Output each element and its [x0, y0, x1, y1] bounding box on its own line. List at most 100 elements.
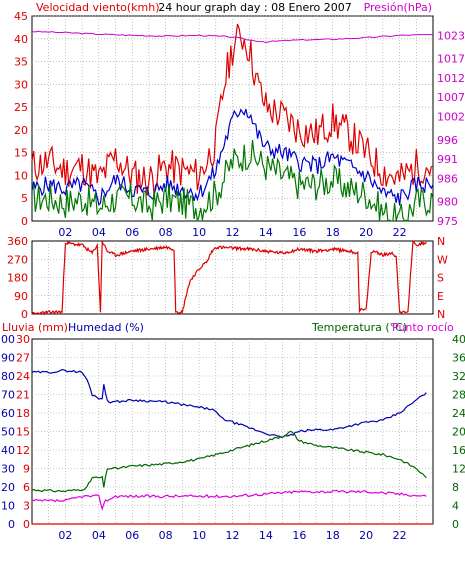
humidity-axis-tick: 10	[1, 500, 15, 513]
compass-axis-tick: W	[437, 253, 448, 266]
x-tick-label: 06	[125, 529, 139, 542]
humidity-axis-tick: 90	[1, 352, 15, 365]
pressure-line	[31, 30, 433, 44]
humidity-line	[31, 369, 427, 439]
dewpoint-line	[31, 489, 427, 511]
x-tick-label: 18	[326, 226, 340, 239]
x-tick-label: 22	[393, 529, 407, 542]
graph-title: 24 hour graph day : 08 Enero 2007	[158, 1, 352, 14]
x-tick-label: 22	[393, 226, 407, 239]
humidity-axis-tick: 50	[1, 426, 15, 439]
temperature-axis-tick: 28	[452, 389, 465, 402]
compass-axis-tick: N	[437, 308, 445, 321]
direction-axis-tick: 180	[7, 272, 28, 285]
pressure-axis-tick: 991	[437, 153, 458, 166]
pressure-axis-tick: 1002	[437, 111, 465, 124]
rain-axis-tick: 3	[23, 500, 30, 513]
dewpoint-label: Punto rocío	[392, 321, 454, 334]
wind-average-line	[31, 108, 434, 206]
rain-axis-tick: 15	[16, 426, 30, 439]
x-tick-label: 14	[259, 529, 273, 542]
wind-axis-tick: 35	[14, 56, 28, 69]
pressure-axis-tick: 1023	[437, 29, 465, 42]
wind-axis-tick: 45	[14, 10, 28, 23]
humidity-axis-tick: 70	[1, 389, 15, 402]
pressure-axis-tick: 1007	[437, 91, 465, 104]
rain-axis-tick: 27	[16, 352, 30, 365]
rain-axis-tick: 0	[23, 518, 30, 531]
series-layer	[31, 23, 434, 525]
direction-axis-tick: 360	[7, 235, 28, 248]
temperature-axis-tick: 24	[452, 407, 465, 420]
tick-label-layer: 0202040406060808101012121414161618182020…	[0, 10, 465, 542]
humidity-axis-tick: 40	[1, 444, 15, 457]
temperature-line	[31, 430, 427, 493]
x-tick-label: 16	[292, 226, 306, 239]
x-tick-label: 20	[359, 529, 373, 542]
rain-axis-tick: 30	[16, 333, 30, 346]
wind-axis-tick: 30	[14, 78, 28, 91]
x-tick-label: 12	[226, 226, 240, 239]
humidity-axis-tick: 20	[1, 481, 15, 494]
x-tick-label: 04	[92, 529, 106, 542]
temperature-axis-tick: 20	[452, 426, 465, 439]
x-tick-label: 06	[125, 226, 139, 239]
x-tick-label: 02	[58, 226, 72, 239]
x-tick-label: 16	[292, 529, 306, 542]
temperature-axis-tick: 8	[452, 481, 459, 494]
wind-axis-tick: 0	[21, 215, 28, 228]
pressure-axis-tick: 980	[437, 196, 458, 209]
compass-axis-tick: E	[437, 290, 444, 303]
temperature-axis-tick: 0	[452, 518, 459, 531]
rain-axis-tick: 9	[23, 463, 30, 476]
rain-axis-tick: 12	[16, 444, 30, 457]
wind-low-line	[31, 140, 434, 222]
rain-axis-tick: 24	[16, 370, 30, 383]
x-tick-label: 14	[259, 226, 273, 239]
x-tick-label: 08	[159, 529, 173, 542]
humidity-axis-tick: 80	[1, 370, 15, 383]
temperature-axis-tick: 40	[452, 333, 465, 346]
humidity-axis-tick: 60	[1, 407, 15, 420]
rain-label: Lluvia (mm)	[2, 321, 68, 334]
direction-axis-tick: 0	[21, 308, 28, 321]
x-tick-label: 12	[226, 529, 240, 542]
wind-speed-header: Velocidad viento(kmh)	[36, 1, 160, 14]
direction-axis-tick: 270	[7, 253, 28, 266]
x-tick-label: 04	[92, 226, 106, 239]
direction-axis-tick: 90	[14, 290, 28, 303]
humidity-axis-tick: 100	[0, 333, 15, 346]
wind-axis-tick: 25	[14, 101, 28, 114]
rain-axis-tick: 18	[16, 407, 30, 420]
x-tick-label: 10	[192, 529, 206, 542]
humidity-label: Humedad (%)	[68, 321, 144, 334]
pressure-axis-tick: 1012	[437, 72, 465, 85]
humidity-axis-tick: 0	[8, 518, 15, 531]
temperature-axis-tick: 16	[452, 444, 465, 457]
temperature-axis-tick: 32	[452, 370, 465, 383]
pressure-axis-tick: 986	[437, 172, 458, 185]
wind-axis-tick: 10	[14, 169, 28, 182]
wind-direction-line	[31, 240, 427, 316]
temperature-label: Temperatura (°C)	[311, 321, 407, 334]
pressure-axis-tick: 996	[437, 134, 458, 147]
humidity-axis-tick: 30	[1, 463, 15, 476]
wind-axis-tick: 5	[21, 192, 28, 205]
wind-speed-line	[31, 23, 434, 196]
pressure-axis-tick: 975	[437, 215, 458, 228]
wind-axis-tick: 15	[14, 147, 28, 160]
rain-axis-tick: 21	[16, 389, 30, 402]
x-tick-label: 02	[58, 529, 72, 542]
temperature-axis-tick: 4	[452, 500, 459, 513]
x-tick-label: 18	[326, 529, 340, 542]
compass-axis-tick: S	[437, 272, 444, 285]
x-tick-label: 20	[359, 226, 373, 239]
wind-axis-tick: 40	[14, 33, 28, 46]
temperature-axis-tick: 12	[452, 463, 465, 476]
compass-axis-tick: N	[437, 235, 445, 248]
x-tick-label: 10	[192, 226, 206, 239]
rain-axis-tick: 6	[23, 481, 30, 494]
x-tick-label: 08	[159, 226, 173, 239]
